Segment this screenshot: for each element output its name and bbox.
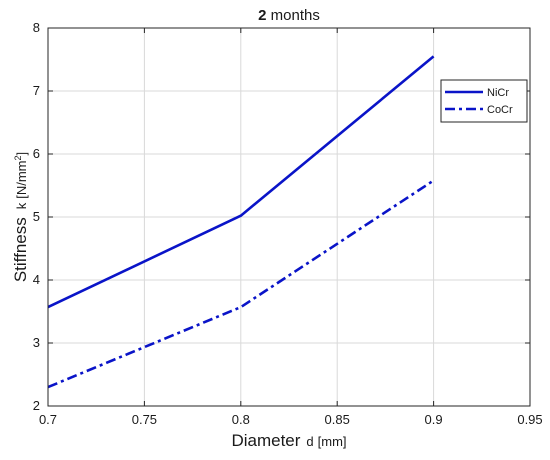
y-tick-label: 4 (33, 272, 40, 287)
x-tick-label: 0.85 (325, 412, 350, 427)
y-axis-label-unit-end: ] (14, 152, 29, 156)
series-line-nicr (47, 55, 435, 309)
y-tick-label: 2 (33, 398, 40, 413)
x-tick-label: 0.8 (232, 412, 250, 427)
y-axis-label-unit-sup: 2 (13, 155, 23, 160)
x-axis-label-unit: [mm] (318, 434, 347, 449)
x-axis-label-var: d (306, 434, 313, 449)
x-tick-label: 0.95 (517, 412, 542, 427)
y-axis-label-var: k (14, 202, 29, 209)
x-tick-label: 0.9 (425, 412, 443, 427)
axis-ticks: 0.7 0.75 0.8 0.85 0.9 0.95 2 3 4 5 6 7 8 (33, 20, 543, 427)
x-tick-label: 0.7 (39, 412, 57, 427)
chart-title-text: months (266, 7, 319, 24)
x-axis-label-main: Diameter (231, 431, 300, 450)
y-tick-label: 6 (33, 146, 40, 161)
series-line-cocr (47, 179, 435, 389)
y-tick-label: 7 (33, 83, 40, 98)
legend-box (440, 79, 528, 123)
chart-title: 2 months (258, 7, 320, 24)
legend: NiCr CoCr (440, 79, 528, 123)
y-axis-label-main: Stiffness (11, 217, 30, 282)
chart-title-number: 2 (258, 7, 266, 24)
y-tick-label: 3 (33, 335, 40, 350)
x-tick-label: 0.75 (132, 412, 157, 427)
series-layer (47, 55, 435, 389)
y-axis-label: Stiffness k [N/mm2] (11, 152, 30, 282)
x-axis-label: Diameter d [mm] (231, 431, 346, 450)
y-tick-label: 8 (33, 20, 40, 35)
legend-label-nicr: NiCr (487, 87, 509, 99)
y-axis-label-unit: [N/mm (14, 160, 29, 198)
y-tick-label: 5 (33, 209, 40, 224)
legend-label-cocr: CoCr (487, 104, 513, 116)
